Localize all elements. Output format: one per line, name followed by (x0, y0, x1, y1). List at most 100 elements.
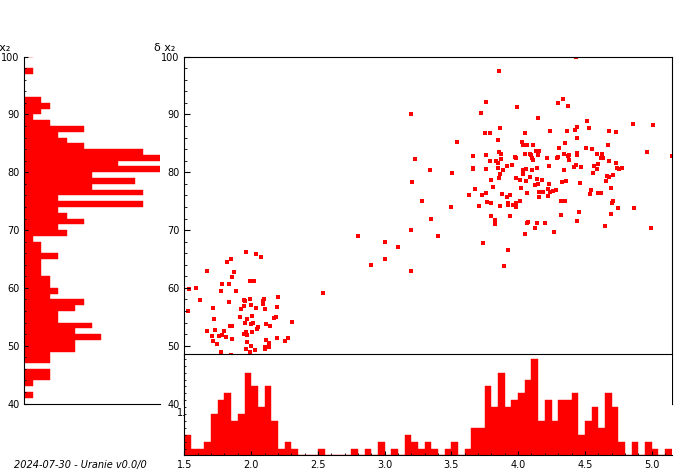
Y-axis label: δ x₂: δ x₂ (0, 43, 10, 53)
Point (242, 315, 253, 323)
Bar (24, 317, 58, 323)
Point (597, 155, 608, 162)
Bar (24, 132, 58, 138)
Bar (565, 400, 571, 455)
Bar (231, 421, 238, 455)
Bar (518, 393, 525, 455)
Bar (425, 442, 432, 455)
Point (539, 219, 551, 227)
Point (610, 159, 621, 167)
Point (596, 151, 608, 158)
Bar (238, 414, 244, 455)
Point (522, 141, 533, 149)
Point (525, 151, 537, 159)
Point (571, 134, 583, 142)
Point (240, 248, 251, 256)
Point (583, 124, 594, 131)
Point (182, 308, 193, 315)
X-axis label: x₁ [Sec]: x₁ [Sec] (406, 422, 450, 432)
Point (207, 304, 219, 312)
Text: 2024-07-30 - Uranie v0.0/0: 2024-07-30 - Uranie v0.0/0 (14, 460, 147, 470)
Point (628, 204, 640, 212)
Point (485, 177, 496, 184)
Point (221, 333, 232, 340)
Point (468, 152, 479, 160)
Point (601, 177, 612, 185)
Point (507, 161, 518, 169)
Bar (24, 161, 118, 167)
Point (425, 166, 436, 174)
Bar (432, 448, 438, 455)
Point (214, 369, 226, 376)
Bar (24, 323, 92, 329)
Point (484, 129, 496, 137)
Point (563, 152, 574, 159)
Bar (24, 299, 84, 305)
Point (264, 322, 276, 330)
Point (215, 348, 226, 355)
Bar (24, 346, 75, 352)
Bar (418, 448, 425, 455)
Bar (24, 109, 41, 115)
Point (495, 155, 506, 162)
Point (541, 154, 553, 161)
Point (475, 109, 487, 117)
Point (209, 327, 221, 334)
Point (226, 255, 237, 263)
Point (585, 186, 596, 194)
Point (514, 177, 525, 184)
Point (592, 160, 603, 168)
Bar (24, 120, 50, 126)
Point (510, 175, 521, 182)
Point (551, 154, 562, 162)
Point (606, 199, 617, 207)
Point (498, 262, 509, 270)
Bar (24, 276, 50, 282)
Point (221, 258, 232, 265)
Point (592, 189, 603, 196)
Point (279, 337, 290, 345)
Point (512, 103, 523, 110)
Point (582, 118, 593, 125)
Bar (291, 448, 298, 455)
Point (217, 280, 228, 287)
Point (253, 323, 264, 331)
Bar (452, 442, 458, 455)
Point (451, 138, 462, 145)
Point (246, 301, 257, 309)
Point (271, 371, 283, 379)
Point (406, 178, 418, 186)
Point (504, 191, 515, 199)
Point (515, 184, 526, 191)
Bar (24, 357, 50, 363)
Point (611, 128, 622, 136)
Point (214, 332, 225, 340)
Point (228, 269, 239, 276)
Point (260, 346, 271, 353)
Bar (578, 435, 585, 455)
Point (251, 304, 262, 312)
Point (239, 297, 250, 305)
Point (502, 246, 513, 254)
Point (519, 230, 530, 238)
Point (496, 150, 507, 158)
Bar (24, 230, 67, 236)
Bar (618, 442, 625, 455)
Point (260, 320, 271, 328)
Bar (24, 270, 41, 277)
Point (530, 147, 541, 154)
Bar (411, 442, 418, 455)
Bar (191, 448, 198, 455)
Point (217, 331, 228, 339)
Bar (24, 340, 75, 346)
Bar (538, 421, 545, 455)
Point (486, 200, 497, 207)
Bar (24, 294, 50, 300)
Bar (285, 442, 291, 455)
Point (520, 177, 531, 185)
Point (602, 141, 613, 149)
Point (591, 165, 602, 172)
Point (246, 320, 257, 328)
Point (222, 390, 233, 398)
Point (549, 228, 560, 236)
